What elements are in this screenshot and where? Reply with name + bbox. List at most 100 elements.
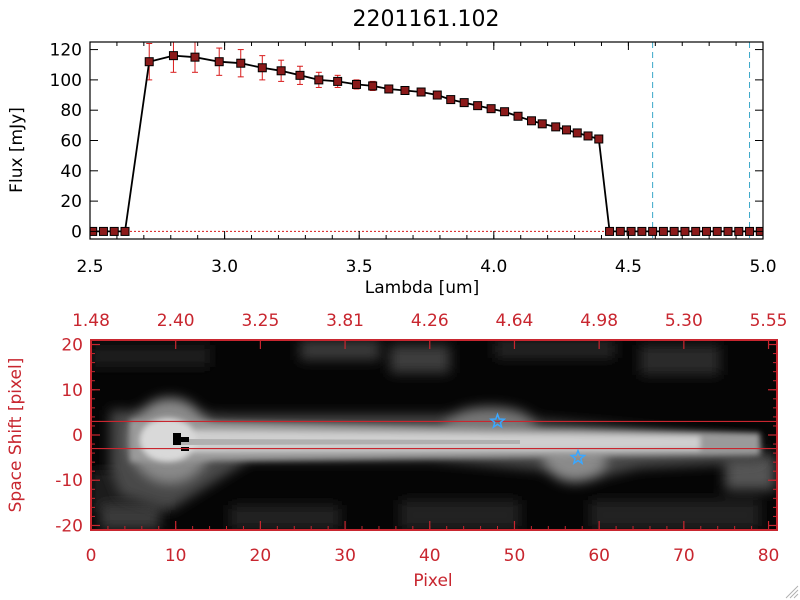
flux-point — [446, 95, 456, 105]
flux-point — [314, 75, 324, 85]
y-tick-label: 40 — [60, 162, 82, 182]
flux-point — [712, 226, 722, 236]
flux-point — [561, 125, 571, 135]
y-tick-label: -20 — [55, 516, 83, 536]
y-tick-label: 0 — [72, 426, 83, 446]
top-tick-label: 1.48 — [72, 311, 110, 331]
top-tick-label: 4.26 — [411, 311, 449, 331]
flux-point — [658, 226, 668, 236]
flux-point — [276, 66, 286, 76]
flux-point — [513, 111, 523, 121]
flux-point — [109, 226, 119, 236]
flux-point — [500, 107, 510, 117]
flux-point — [416, 87, 426, 97]
flux-point — [384, 84, 394, 94]
wavelength-top-ticks: 1.48 2.40 3.25 3.81 4.26 4.64 4.98 5.30 5.55 — [72, 311, 787, 349]
y-tick-label: 100 — [50, 71, 82, 91]
flux-point — [295, 70, 305, 80]
heatmap-x-label: Pixel — [413, 571, 452, 591]
flux-point — [648, 226, 658, 236]
flux-point — [745, 226, 755, 236]
x-tick-label: 60 — [588, 546, 610, 566]
x-tick-label: 50 — [504, 546, 526, 566]
flux-point — [551, 122, 561, 132]
x-tick-label: 5.0 — [749, 257, 776, 277]
y-tick-label: 60 — [60, 132, 82, 152]
x-tick-label: 4.5 — [615, 257, 642, 277]
flux-point — [537, 119, 547, 129]
top-tick-label: 5.55 — [750, 311, 788, 331]
flux-point — [723, 226, 733, 236]
spectrum-frame — [89, 41, 764, 240]
source-star-icon — [569, 448, 587, 466]
flux-point — [691, 226, 701, 236]
flux-point — [333, 76, 343, 86]
flux-point — [168, 51, 178, 61]
flux-point — [236, 58, 246, 68]
flux-point — [605, 226, 615, 236]
spectrum-chart: 2201161.102 2.5 3.0 3.5 4.0 4.5 5.0 0 20 40 60 80… — [7, 7, 777, 298]
x-tick-label: 80 — [758, 546, 780, 566]
flux-point — [526, 116, 536, 126]
heatmap-image — [91, 340, 777, 530]
trace-center-line — [175, 439, 520, 445]
x-tick-label: 30 — [334, 546, 356, 566]
flux-point — [680, 226, 690, 236]
y-tick-label: 20 — [61, 336, 83, 356]
x-tick-label: 3.5 — [346, 257, 373, 277]
y-tick-label: 20 — [60, 192, 82, 212]
y-tick-label: 10 — [61, 381, 83, 401]
top-tick-label: 4.64 — [496, 311, 534, 331]
x-tick-label: 10 — [165, 546, 187, 566]
spectrum-y-label: Flux [mJy] — [7, 107, 27, 193]
flux-point — [615, 226, 625, 236]
flux-point — [190, 52, 200, 62]
x-tick-label: 70 — [673, 546, 695, 566]
flux-point — [459, 98, 469, 108]
x-tick-label: 2.5 — [76, 257, 103, 277]
flux-point — [626, 226, 636, 236]
flux-point — [572, 128, 582, 138]
flux-point — [473, 101, 483, 111]
heatmap-overlay — [91, 412, 777, 466]
flux-point — [486, 104, 496, 114]
bad-pixel — [173, 433, 181, 445]
flux-point — [432, 90, 442, 100]
flux-point — [257, 63, 267, 73]
flux-point — [98, 226, 108, 236]
top-tick-label: 5.30 — [665, 311, 703, 331]
flux-point — [214, 57, 224, 67]
flux-point — [400, 85, 410, 95]
resize-grip-icon[interactable] — [785, 585, 799, 599]
flux-point — [669, 226, 679, 236]
y-tick-label: 0 — [71, 222, 82, 242]
source-star-icon — [488, 412, 507, 429]
flux-point — [637, 226, 647, 236]
chart-title: 2201161.102 — [353, 7, 500, 32]
flux-point — [352, 79, 362, 89]
heatmap-y-label: Space Shift [pixel] — [6, 358, 26, 513]
flux-point — [368, 81, 378, 91]
x-tick-label: 4.0 — [480, 257, 507, 277]
flux-series-line — [92, 54, 761, 233]
top-tick-label: 3.81 — [326, 311, 364, 331]
top-tick-label: 4.98 — [580, 311, 618, 331]
top-tick-label: 3.25 — [241, 311, 279, 331]
flux-point — [144, 57, 154, 67]
flux-point — [120, 226, 130, 236]
x-tick-label: 40 — [419, 546, 441, 566]
x-tick-label: 3.0 — [211, 257, 238, 277]
y-tick-label: 80 — [60, 101, 82, 121]
x-tick-label: 0 — [86, 546, 97, 566]
flux-point — [583, 131, 593, 141]
x-tick-label: 20 — [250, 546, 272, 566]
flux-point — [734, 226, 744, 236]
top-tick-label: 2.40 — [157, 311, 195, 331]
bad-pixel — [181, 437, 189, 442]
spectrum-x-label: Lambda [um] — [365, 278, 479, 298]
y-tick-label: 120 — [50, 41, 82, 61]
spectral-image-panel: 0 10 20 30 40 50 60 70 80 -20 -10 0 10 20 1.48 2.40 3.… — [6, 311, 787, 591]
y-tick-label: -10 — [55, 471, 83, 491]
heatmap-x-ticks: 0 10 20 30 40 50 60 70 80 — [86, 521, 780, 566]
flux-point — [701, 226, 711, 236]
